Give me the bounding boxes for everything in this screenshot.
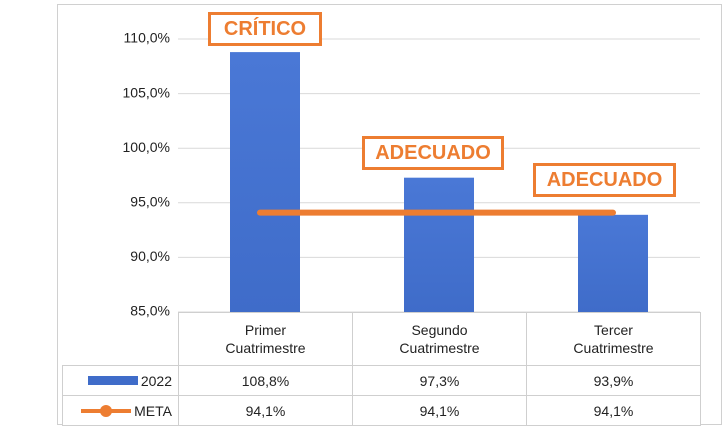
y-tick-label: 100,0% (123, 139, 170, 155)
category-cell: Segundo Cuatrimestre (352, 312, 527, 366)
legend-key (81, 404, 132, 417)
category-cell: Primer Cuatrimestre (178, 312, 353, 366)
legend-cell: 2022 (62, 365, 179, 396)
category-cell: Tercer Cuatrimestre (526, 312, 701, 366)
value-cell: 97,3% (352, 365, 527, 396)
y-tick-label: 105,0% (123, 84, 170, 100)
value-cell: 108,8% (178, 365, 353, 396)
annotation-box: ADECUADO (362, 136, 504, 170)
y-tick-label: 90,0% (130, 248, 170, 264)
value-cell: 94,1% (526, 395, 701, 426)
value-cell: 94,1% (352, 395, 527, 426)
value-cell: 94,1% (178, 395, 353, 426)
annotation-box: CRÍTICO (208, 12, 322, 46)
y-tick-label: 95,0% (130, 194, 170, 210)
annotation-box: ADECUADO (533, 163, 676, 197)
legend-label: 2022 (140, 372, 172, 389)
bar (230, 52, 300, 312)
bar (404, 177, 474, 312)
category-label: Segundo Cuatrimestre (399, 322, 480, 356)
bar (578, 214, 648, 312)
y-tick-label: 110,0% (124, 30, 170, 46)
legend-cell: META (62, 395, 179, 426)
category-label: Primer Cuatrimestre (225, 322, 306, 356)
y-tick-label: 85,0% (130, 303, 170, 319)
category-label: Tercer Cuatrimestre (573, 322, 654, 356)
legend-marker (100, 404, 113, 417)
legend-label: META (134, 402, 172, 419)
value-cell: 93,9% (526, 365, 701, 396)
legend-key (87, 376, 138, 385)
